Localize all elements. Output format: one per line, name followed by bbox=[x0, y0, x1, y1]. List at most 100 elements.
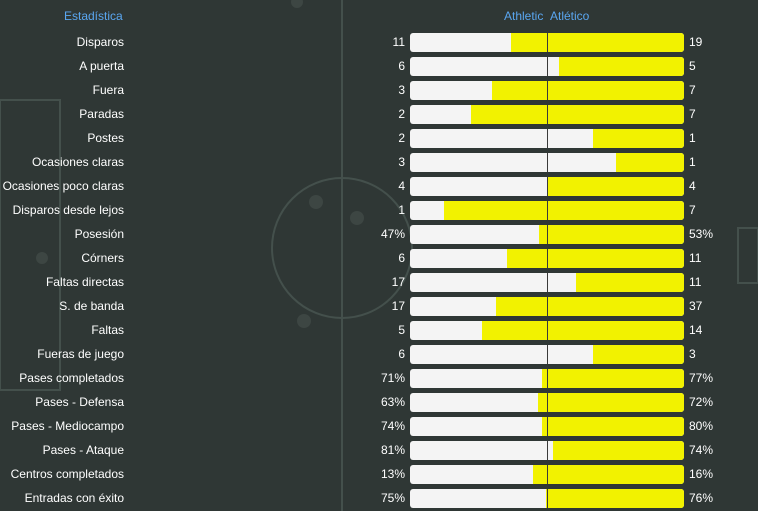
stat-row: Fuera 3 7 bbox=[0, 78, 758, 102]
stat-label: A puerta bbox=[79, 59, 124, 73]
center-divider bbox=[547, 321, 548, 340]
away-bar-fill bbox=[553, 441, 684, 460]
stat-row: Disparos 11 19 bbox=[0, 30, 758, 54]
away-bar-fill bbox=[482, 321, 684, 340]
comparison-bar bbox=[410, 321, 684, 340]
away-bar-fill bbox=[547, 177, 684, 196]
away-value: 19 bbox=[689, 35, 703, 49]
away-value: 5 bbox=[689, 59, 696, 73]
stat-label: Faltas bbox=[91, 323, 124, 337]
stat-label: Fuera bbox=[92, 83, 124, 97]
center-divider bbox=[547, 129, 548, 148]
stat-label: Entradas con éxito bbox=[24, 491, 124, 505]
away-bar-fill bbox=[470, 105, 684, 124]
center-divider bbox=[547, 177, 548, 196]
home-value: 74% bbox=[380, 419, 405, 433]
comparison-bar bbox=[410, 201, 684, 220]
home-value: 6 bbox=[398, 347, 405, 361]
away-bar-fill bbox=[506, 249, 684, 268]
away-bar-fill bbox=[576, 273, 684, 292]
away-value: 76% bbox=[689, 491, 714, 505]
stat-label: S. de banda bbox=[59, 299, 124, 313]
home-value: 3 bbox=[398, 83, 405, 97]
away-value: 11 bbox=[689, 275, 702, 289]
comparison-bar bbox=[410, 33, 684, 52]
comparison-bar bbox=[410, 489, 684, 508]
stat-row: Ocasiones claras 3 1 bbox=[0, 150, 758, 174]
home-value: 2 bbox=[398, 131, 405, 145]
home-value: 6 bbox=[398, 59, 405, 73]
stat-label: Faltas directas bbox=[45, 275, 124, 289]
home-value: 75% bbox=[380, 491, 405, 505]
away-bar-fill bbox=[492, 81, 684, 100]
comparison-bar bbox=[410, 465, 684, 484]
comparison-bar bbox=[410, 129, 684, 148]
comparison-bar bbox=[410, 57, 684, 76]
home-value: 81% bbox=[380, 443, 405, 457]
away-value: 37 bbox=[689, 299, 703, 313]
stat-label: Disparos desde lejos bbox=[12, 203, 124, 217]
stat-row: A puerta 6 5 bbox=[0, 54, 758, 78]
stat-row: Postes 2 1 bbox=[0, 126, 758, 150]
stat-label: Ocasiones poco claras bbox=[2, 179, 124, 193]
stat-row: Pases - Mediocampo 74% 80% bbox=[0, 414, 758, 438]
away-value: 11 bbox=[689, 251, 702, 265]
comparison-bar bbox=[410, 81, 684, 100]
away-value: 1 bbox=[689, 131, 696, 145]
center-divider bbox=[547, 273, 548, 292]
away-bar-fill bbox=[444, 201, 684, 220]
stat-row: Pases - Defensa 63% 72% bbox=[0, 390, 758, 414]
stat-label: Fueras de juego bbox=[37, 347, 124, 361]
comparison-bar bbox=[410, 297, 684, 316]
center-divider bbox=[547, 297, 548, 316]
comparison-bar bbox=[410, 369, 684, 388]
stat-label: Posesión bbox=[74, 227, 124, 241]
away-value: 80% bbox=[689, 419, 714, 433]
away-bar-fill bbox=[537, 393, 684, 412]
away-bar-fill bbox=[532, 465, 684, 484]
away-value: 7 bbox=[689, 107, 696, 121]
stat-row: S. de banda 17 37 bbox=[0, 294, 758, 318]
home-value: 4 bbox=[398, 179, 405, 193]
away-value: 1 bbox=[689, 155, 696, 169]
center-divider bbox=[547, 489, 548, 508]
away-value: 53% bbox=[689, 227, 714, 241]
away-bar-fill bbox=[511, 33, 684, 52]
away-bar-fill bbox=[541, 417, 684, 436]
home-value: 63% bbox=[380, 395, 405, 409]
away-value: 16% bbox=[689, 467, 714, 481]
stat-row: Pases - Ataque 81% 74% bbox=[0, 438, 758, 462]
home-value: 71% bbox=[380, 371, 405, 385]
comparison-bar bbox=[410, 273, 684, 292]
stat-label: Disparos bbox=[76, 35, 124, 49]
away-bar-fill bbox=[615, 153, 684, 172]
comparison-bar bbox=[410, 417, 684, 436]
stat-row: Entradas con éxito 75% 76% bbox=[0, 486, 758, 510]
stat-row: Posesión 47% 53% bbox=[0, 222, 758, 246]
home-value: 11 bbox=[392, 35, 405, 49]
center-divider bbox=[547, 57, 548, 76]
away-bar-fill bbox=[496, 297, 684, 316]
stat-row: Pases completados 71% 77% bbox=[0, 366, 758, 390]
home-team-name: Athletic bbox=[504, 9, 544, 23]
away-value: 7 bbox=[689, 203, 696, 217]
stat-label: Ocasiones claras bbox=[31, 155, 124, 169]
stat-label: Centros completados bbox=[10, 467, 124, 481]
stat-row: Disparos desde lejos 1 7 bbox=[0, 198, 758, 222]
center-divider bbox=[547, 225, 548, 244]
away-bar-fill bbox=[592, 129, 684, 148]
home-value: 17 bbox=[391, 299, 405, 313]
stat-label: Pases completados bbox=[19, 371, 124, 385]
away-value: 4 bbox=[689, 179, 696, 193]
away-value: 14 bbox=[689, 323, 703, 337]
comparison-bar bbox=[410, 441, 684, 460]
home-value: 1 bbox=[398, 203, 405, 217]
center-divider bbox=[547, 417, 548, 436]
center-divider bbox=[547, 33, 548, 52]
home-value: 47% bbox=[380, 227, 405, 241]
stat-row: Faltas directas 17 11 bbox=[0, 270, 758, 294]
comparison-bar bbox=[410, 105, 684, 124]
comparison-bar bbox=[410, 249, 684, 268]
stat-row: Ocasiones poco claras 4 4 bbox=[0, 174, 758, 198]
center-divider bbox=[547, 81, 548, 100]
